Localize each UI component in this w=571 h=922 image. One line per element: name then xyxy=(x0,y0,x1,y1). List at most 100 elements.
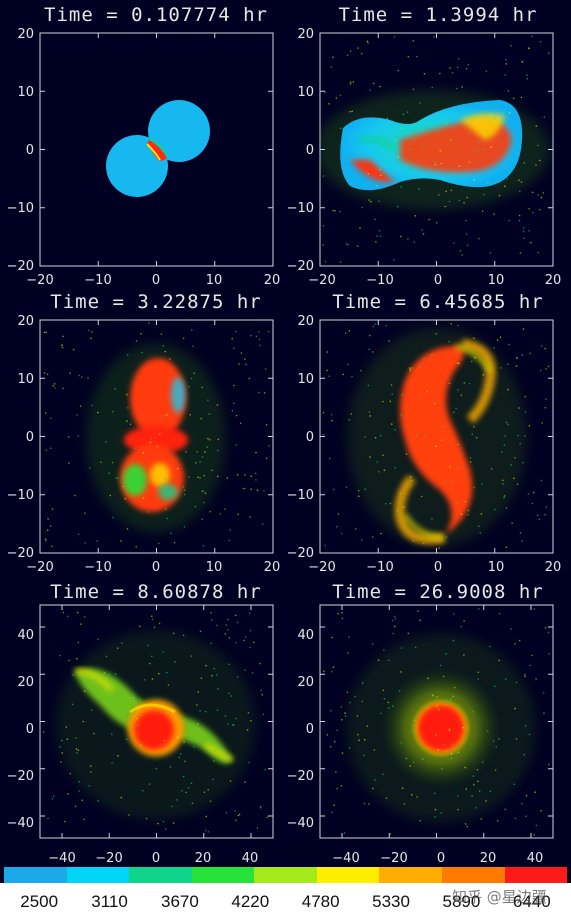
y-tick: 20 xyxy=(297,27,314,42)
x-tick: −10 xyxy=(366,273,393,288)
y-tick: 10 xyxy=(297,85,314,100)
panel-4: Time = 6.45685 hr −20 −10 0 10 20 20 10 … xyxy=(287,291,562,575)
x-tick-labels: −20 −10 0 10 20 xyxy=(26,560,280,575)
y-tick: 40 xyxy=(297,628,314,643)
y-tick: −20 xyxy=(7,769,34,784)
panel-title: Time = 0.107774 hr xyxy=(44,4,268,26)
x-tick: −20 xyxy=(26,273,53,288)
y-tick: 20 xyxy=(17,675,34,690)
y-tick: 0 xyxy=(306,722,314,737)
y-tick: 20 xyxy=(17,27,34,42)
colorbar-gradient xyxy=(4,867,568,883)
panel-1: Time = 0.107774 hr −20 −10 0 10 20 20 10… xyxy=(7,4,281,288)
x-tick: −10 xyxy=(366,560,393,575)
x-tick-labels: −40 −20 0 20 40 xyxy=(332,851,543,866)
y-tick: −10 xyxy=(7,201,34,216)
particle-field xyxy=(106,100,210,197)
y-tick-labels: 20 10 0 −10 −20 xyxy=(287,27,314,274)
y-tick: 20 xyxy=(297,314,314,329)
x-tick: −20 xyxy=(26,560,53,575)
colorbar-label: 5330 xyxy=(372,891,410,911)
colorbar-swatch xyxy=(441,867,505,883)
colorbar-swatch xyxy=(129,867,192,883)
colorbar-swatch xyxy=(66,867,130,883)
particle-field xyxy=(347,327,527,547)
colorbar-swatch xyxy=(254,867,317,883)
y-tick: −40 xyxy=(287,816,314,831)
y-tick-labels: 40 20 0 −20 −40 xyxy=(7,628,34,831)
x-tick: 0 xyxy=(152,273,160,288)
watermark: 知乎 @星边疆 xyxy=(452,888,547,906)
colorbar-swatch xyxy=(4,867,67,883)
x-tick: 10 xyxy=(206,273,223,288)
y-tick: −20 xyxy=(287,769,314,784)
x-tick: 0 xyxy=(437,851,445,866)
x-tick-labels: −20 −10 0 10 20 xyxy=(26,273,280,288)
x-tick: −20 xyxy=(380,851,407,866)
x-tick: 10 xyxy=(488,560,505,575)
y-tick: 0 xyxy=(306,143,314,158)
y-tick: 0 xyxy=(26,722,34,737)
panel-3: Time = 3.22875 hr −20 −10 0 10 20 20 10 … xyxy=(7,291,281,575)
colorbar-swatch xyxy=(191,867,255,883)
colorbar-labels: 2500 3110 3670 4220 4780 5330 5890 6440 xyxy=(4,883,567,920)
x-tick: 20 xyxy=(264,560,281,575)
panel-title: Time = 1.3994 hr xyxy=(338,4,537,26)
x-tick: −20 xyxy=(308,273,335,288)
y-tick: 20 xyxy=(297,675,314,690)
x-tick: 20 xyxy=(195,851,212,866)
x-tick-labels: −20 −10 0 10 20 xyxy=(308,560,561,575)
x-tick: −20 xyxy=(95,851,122,866)
x-tick: 0 xyxy=(434,273,442,288)
particle-speckles xyxy=(42,35,550,836)
colorbar-label: 2500 xyxy=(20,891,59,911)
x-tick: 40 xyxy=(242,851,259,866)
y-tick-labels: 20 10 0 −10 −20 xyxy=(7,27,34,274)
particle-field xyxy=(346,633,536,823)
colorbar-swatch xyxy=(316,867,380,883)
x-tick-labels: −20 −10 0 10 20 xyxy=(308,273,561,288)
x-tick: 10 xyxy=(488,273,505,288)
colorbar-label: 3110 xyxy=(91,891,128,911)
colorbar-swatch xyxy=(379,867,442,883)
colorbar-label-strip xyxy=(0,883,571,922)
x-tick: −10 xyxy=(84,560,111,575)
panel-title: Time = 3.22875 hr xyxy=(50,291,261,313)
y-tick: −10 xyxy=(287,201,314,216)
y-tick-labels: 20 10 0 −10 −20 xyxy=(287,314,314,561)
panel-2: Time = 1.3994 hr −20 −10 0 10 20 20 10 0… xyxy=(287,4,562,288)
y-tick: 10 xyxy=(17,372,34,387)
particle-field xyxy=(56,630,256,820)
y-tick: 0 xyxy=(306,430,314,445)
y-tick: 40 xyxy=(17,628,34,643)
x-tick: −20 xyxy=(308,560,335,575)
x-tick: −40 xyxy=(332,851,359,866)
panel-title: Time = 6.45685 hr xyxy=(332,291,543,313)
colorbar-label: 6440 xyxy=(512,891,551,911)
x-tick: 40 xyxy=(527,851,544,866)
x-tick-labels: −40 −20 0 20 40 xyxy=(48,851,258,866)
y-tick: 20 xyxy=(17,314,34,329)
colorbar-label: 4220 xyxy=(231,891,270,911)
colorbar-label: 3670 xyxy=(161,891,199,911)
x-tick: 20 xyxy=(545,273,562,288)
panel-5: Time = 8.60878 hr −40 −20 0 20 40 40 20 … xyxy=(7,581,274,866)
tick-marks xyxy=(39,32,554,838)
particle-field xyxy=(86,343,226,533)
colorbar: 2500 3110 3670 4220 4780 5330 5890 6440 xyxy=(4,867,568,920)
y-tick: −10 xyxy=(7,488,34,503)
x-tick: 20 xyxy=(480,851,497,866)
colorbar-label: 4780 xyxy=(301,891,340,911)
colorbar-swatch xyxy=(504,867,568,883)
x-tick: −40 xyxy=(48,851,75,866)
x-tick: 0 xyxy=(152,851,160,866)
y-tick: 10 xyxy=(17,85,34,100)
y-tick: −20 xyxy=(287,546,314,561)
panel-6: Time = 26.9008 hr −40 −20 0 20 40 40 20 … xyxy=(287,581,554,866)
y-tick: 10 xyxy=(297,372,314,387)
x-tick: 20 xyxy=(264,273,281,288)
y-tick-labels: 40 20 0 −20 −40 xyxy=(287,628,314,831)
y-tick: −40 xyxy=(7,816,34,831)
x-tick: 10 xyxy=(206,560,223,575)
